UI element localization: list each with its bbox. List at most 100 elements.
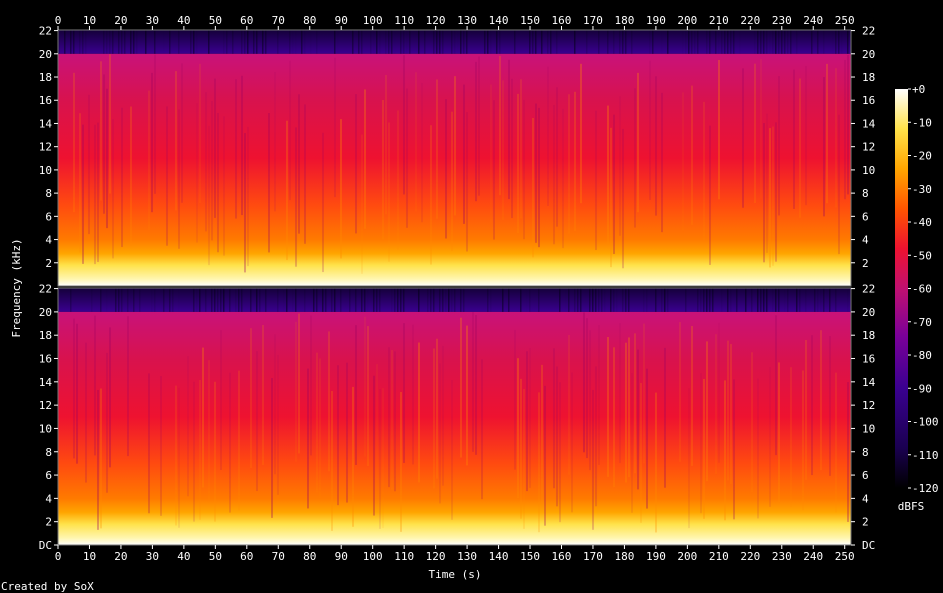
y-tick-label-left: 20 <box>39 48 52 61</box>
colorbar-tick-label: -50 <box>912 249 932 262</box>
energy-area <box>58 311 851 545</box>
x-tick-label-top: 70 <box>272 14 285 27</box>
y-tick-label-left: 16 <box>39 94 52 107</box>
y-tick-label-left: 6 <box>45 469 52 482</box>
x-tick-label-top: 200 <box>677 14 697 27</box>
y-tick-label-right: 2 <box>862 257 869 270</box>
x-tick-label-top: 220 <box>740 14 760 27</box>
colorbar-tick-label: +0 <box>912 83 925 96</box>
x-tick-label-top: 130 <box>457 14 477 27</box>
x-tick-label-bottom: 70 <box>272 550 285 563</box>
x-tick-label-bottom: 50 <box>209 550 222 563</box>
y-tick-label-right: 22 <box>862 283 875 296</box>
y-tick-label-right: 14 <box>862 376 876 389</box>
x-tick-label-top: 170 <box>583 14 603 27</box>
x-tick-label-top: 30 <box>146 14 159 27</box>
colorbar-tick-label: -20 <box>912 150 932 163</box>
x-tick-label-top: 230 <box>772 14 792 27</box>
y-tick-label-left: 22 <box>39 25 52 38</box>
x-tick-label-top: 210 <box>709 14 729 27</box>
y-tick-label-left: 4 <box>45 234 52 247</box>
y-tick-label-left: 16 <box>39 353 52 366</box>
y-tick-label-left: 22 <box>39 283 52 296</box>
colorbar-tick-label: -60 <box>912 283 932 296</box>
y-tick-label-right: 12 <box>862 399 875 412</box>
spectrogram-panels <box>57 29 852 546</box>
x-tick-label-bottom: 90 <box>335 550 348 563</box>
colorbar-tick-label: -40 <box>912 216 932 229</box>
colorbar-tick-label: -10 <box>912 116 932 129</box>
y-tick-label-right: 20 <box>862 306 875 319</box>
y-tick-label-right: 14 <box>862 117 876 130</box>
x-tick-label-bottom: 30 <box>146 550 159 563</box>
y-tick-label-right: DC <box>862 539 875 552</box>
x-tick-label-top: 90 <box>335 14 348 27</box>
x-tick-label-top: 20 <box>114 14 127 27</box>
x-tick-label-bottom: 200 <box>677 550 697 563</box>
energy-area <box>58 53 851 287</box>
x-axis-top: 0 10 20 30 40 50 60 70 80 90 100 110 120 130 140 150 160… <box>55 14 855 30</box>
x-tick-label-top: 60 <box>240 14 253 27</box>
x-tick-label-bottom: 150 <box>520 550 540 563</box>
x-tick-label-bottom: 170 <box>583 550 603 563</box>
credit-text: Created by SoX <box>1 580 94 593</box>
y-tick-label-right: 6 <box>862 210 869 223</box>
y-tick-label-right: 8 <box>862 446 869 459</box>
y-tick-label-right: 2 <box>862 516 869 529</box>
y-tick-label-left: 18 <box>39 71 52 84</box>
colorbar-label: dBFS <box>898 500 925 513</box>
x-tick-label-bottom: 220 <box>740 550 760 563</box>
x-tick-label-top: 160 <box>552 14 572 27</box>
colorbar-tick-label: -110 <box>912 449 939 462</box>
spectral-texture <box>70 288 849 533</box>
y-tick-label-left: 14 <box>39 376 53 389</box>
x-tick-label-bottom: 100 <box>363 550 383 563</box>
y-tick-label-right: 6 <box>862 469 869 482</box>
y-axis-label: Frequency (kHz) <box>10 238 23 337</box>
colorbar-tick-label: -30 <box>912 183 932 196</box>
x-tick-label-top: 110 <box>394 14 414 27</box>
x-tick-label-top: 140 <box>489 14 509 27</box>
x-tick-label-top: 120 <box>426 14 446 27</box>
y-tick-label-left: 8 <box>45 446 52 459</box>
colorbar-tick-label: -100 <box>912 416 939 429</box>
x-tick-label-top: 10 <box>83 14 96 27</box>
x-tick-label-bottom: 0 <box>55 550 62 563</box>
channel-panel-2 <box>57 287 852 546</box>
colorbar-tick-label: -90 <box>912 382 932 395</box>
y-tick-label-right: 12 <box>862 141 875 154</box>
x-tick-label-bottom: 120 <box>426 550 446 563</box>
y-tick-label-left: 12 <box>39 399 52 412</box>
x-tick-label-top: 150 <box>520 14 540 27</box>
x-tick-label-top: 240 <box>803 14 823 27</box>
y-tick-label-right: 16 <box>862 94 875 107</box>
y-tick-label-right: 16 <box>862 353 875 366</box>
x-tick-label-top: 0 <box>55 14 62 27</box>
y-tick-label-left: 2 <box>45 257 52 270</box>
x-tick-label-top: 100 <box>363 14 383 27</box>
x-tick-label-bottom: 180 <box>614 550 634 563</box>
y-tick-label-left: DC <box>39 539 52 552</box>
x-tick-label-bottom: 130 <box>457 550 477 563</box>
y-tick-label-left: 14 <box>39 117 53 130</box>
colorbar: +0 -10 -20 -30 -40 -50 -60 -70 -80 -90 -100 -110 -12… <box>895 83 939 495</box>
y-tick-label-right: 22 <box>862 25 875 38</box>
y-tick-label-right: 4 <box>862 492 869 505</box>
y-tick-label-right: 4 <box>862 234 869 247</box>
colorbar-tick-label: -80 <box>912 349 932 362</box>
channel-panel-1 <box>57 29 852 287</box>
y-tick-label-left: 12 <box>39 141 52 154</box>
y-tick-label-left: 2 <box>45 516 52 529</box>
panel-frame <box>57 287 852 546</box>
y-tick-label-left: 20 <box>39 306 52 319</box>
x-tick-label-bottom: 210 <box>709 550 729 563</box>
x-tick-label-top: 180 <box>614 14 634 27</box>
y-tick-label-right: 18 <box>862 329 875 342</box>
y-tick-label-right: 10 <box>862 164 875 177</box>
x-tick-label-top: 190 <box>646 14 666 27</box>
y-tick-label-left: 10 <box>39 164 52 177</box>
x-tick-label-bottom: 60 <box>240 550 253 563</box>
y-tick-label-right: 10 <box>862 422 875 435</box>
